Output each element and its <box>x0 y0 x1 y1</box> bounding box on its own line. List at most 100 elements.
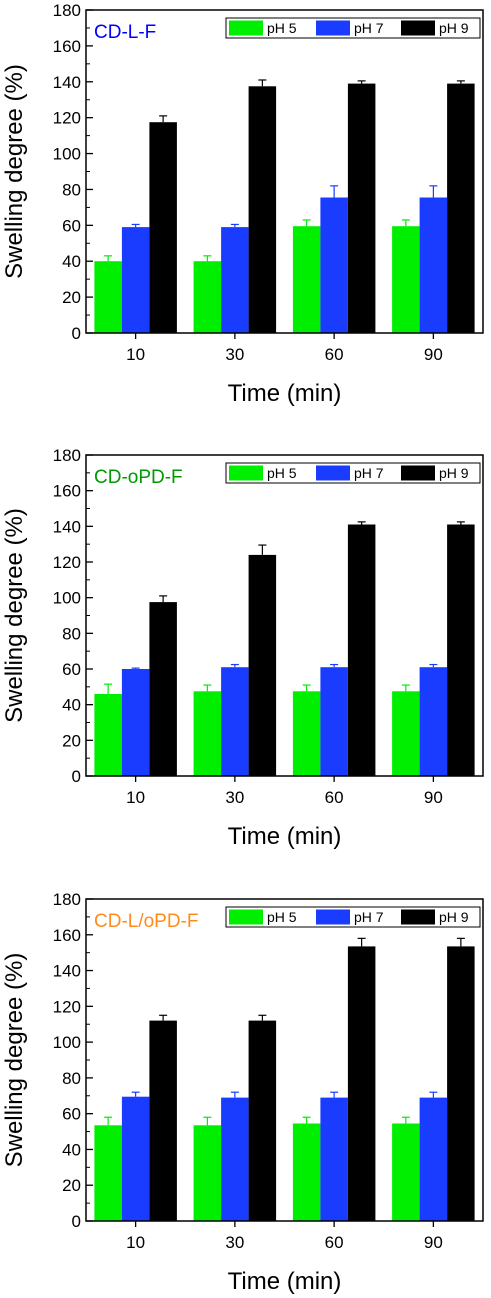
y-tick-label: 140 <box>53 962 81 981</box>
bar <box>121 227 150 333</box>
bar <box>94 261 122 333</box>
bar <box>347 946 376 1221</box>
bar <box>392 1123 420 1221</box>
x-tick-label: 10 <box>126 788 145 807</box>
y-tick-label: 180 <box>53 1 81 20</box>
legend-label: pH 5 <box>267 20 297 36</box>
chart-panel: 0 20 40 60 80 100 120 140 160 180 10 30 60 90 Time (mi… <box>1 1 484 407</box>
chart-panel: 0 20 40 60 80 100 120 140 160 180 10 30 60 90 Time (mi… <box>1 446 484 850</box>
x-axis-label: Time (min) <box>228 823 342 850</box>
legend-swatch <box>229 20 263 36</box>
legend: pH 5 pH 7 pH 9 <box>225 17 481 39</box>
bar <box>221 227 249 333</box>
y-tick-label: 140 <box>53 517 81 536</box>
bar <box>320 667 348 776</box>
bar <box>447 946 475 1221</box>
legend-swatch <box>316 465 350 481</box>
bar <box>447 524 475 776</box>
y-tick-label: 20 <box>62 1176 81 1195</box>
legend-swatch <box>229 909 263 925</box>
y-tick-label: 180 <box>53 446 81 465</box>
y-axis-label: Swelling degree (%) <box>1 508 28 723</box>
legend-swatch <box>401 20 435 36</box>
y-tick-label: 140 <box>53 73 81 92</box>
bar <box>193 261 222 333</box>
y-tick-label: 0 <box>72 1212 81 1231</box>
y-tick-label: 160 <box>53 926 81 945</box>
bar <box>221 1097 249 1221</box>
chart-title: CD-L-F <box>94 22 156 43</box>
bar <box>193 691 222 776</box>
legend: pH 5 pH 7 pH 9 <box>225 462 481 484</box>
bar <box>94 1125 122 1221</box>
legend: pH 5 pH 7 pH 9 <box>225 906 481 928</box>
legend-label: pH 7 <box>354 909 384 925</box>
bar <box>149 122 177 333</box>
y-tick-label: 20 <box>62 731 81 750</box>
legend-label: pH 9 <box>439 909 469 925</box>
x-tick-label: 10 <box>126 1233 145 1252</box>
x-tick-label: 90 <box>424 345 443 364</box>
bar <box>248 86 277 333</box>
bar <box>447 83 475 333</box>
bar <box>292 226 321 333</box>
chart-title: CD-oPD-F <box>94 467 183 488</box>
chart-panel: 0 20 40 60 80 100 120 140 160 180 10 30 60 90 Time (mi… <box>1 890 484 1295</box>
legend-swatch <box>401 909 435 925</box>
y-tick-label: 80 <box>62 1069 81 1088</box>
y-tick-label: 120 <box>53 109 81 128</box>
bar <box>292 691 321 776</box>
legend-label: pH 9 <box>439 465 469 481</box>
x-tick-label: 90 <box>424 788 443 807</box>
y-tick-label: 100 <box>53 1033 81 1052</box>
x-tick-label: 60 <box>325 788 344 807</box>
bar <box>347 524 376 776</box>
bar <box>347 83 376 333</box>
legend-label: pH 5 <box>267 465 297 481</box>
y-tick-label: 80 <box>62 180 81 199</box>
bar <box>392 691 420 776</box>
bar <box>121 669 150 776</box>
bar <box>320 197 348 333</box>
y-tick-label: 120 <box>53 553 81 572</box>
y-axis-label: Swelling degree (%) <box>1 64 28 279</box>
y-tick-label: 160 <box>53 37 81 56</box>
legend-swatch <box>401 465 435 481</box>
bar <box>149 602 177 776</box>
bar <box>419 1097 448 1221</box>
y-tick-label: 60 <box>62 1105 81 1124</box>
bar <box>419 667 448 776</box>
bar <box>419 197 448 333</box>
legend-label: pH 5 <box>267 909 297 925</box>
bar <box>392 226 420 333</box>
y-tick-label: 0 <box>72 767 81 786</box>
y-tick-label: 160 <box>53 482 81 501</box>
x-axis-label: Time (min) <box>228 1268 342 1295</box>
y-tick-label: 60 <box>62 660 81 679</box>
chart-title: CD-L/oPD-F <box>94 911 199 932</box>
y-tick-label: 40 <box>62 696 81 715</box>
y-tick-label: 40 <box>62 252 81 271</box>
bar <box>193 1125 222 1221</box>
bar <box>248 1020 277 1221</box>
legend-label: pH 9 <box>439 20 469 36</box>
y-tick-label: 80 <box>62 624 81 643</box>
x-axis-label: Time (min) <box>228 380 342 407</box>
legend-swatch <box>229 465 263 481</box>
legend-swatch <box>316 20 350 36</box>
x-tick-label: 90 <box>424 1233 443 1252</box>
x-tick-label: 60 <box>325 345 344 364</box>
y-tick-label: 100 <box>53 589 81 608</box>
bar <box>292 1123 321 1221</box>
legend-label: pH 7 <box>354 465 384 481</box>
x-tick-label: 30 <box>225 1233 244 1252</box>
legend-swatch <box>316 909 350 925</box>
bar <box>221 667 249 776</box>
x-tick-label: 30 <box>225 345 244 364</box>
x-tick-label: 10 <box>126 345 145 364</box>
bar <box>121 1096 150 1221</box>
bar <box>94 694 122 776</box>
bar <box>149 1020 177 1221</box>
y-tick-label: 120 <box>53 997 81 1016</box>
